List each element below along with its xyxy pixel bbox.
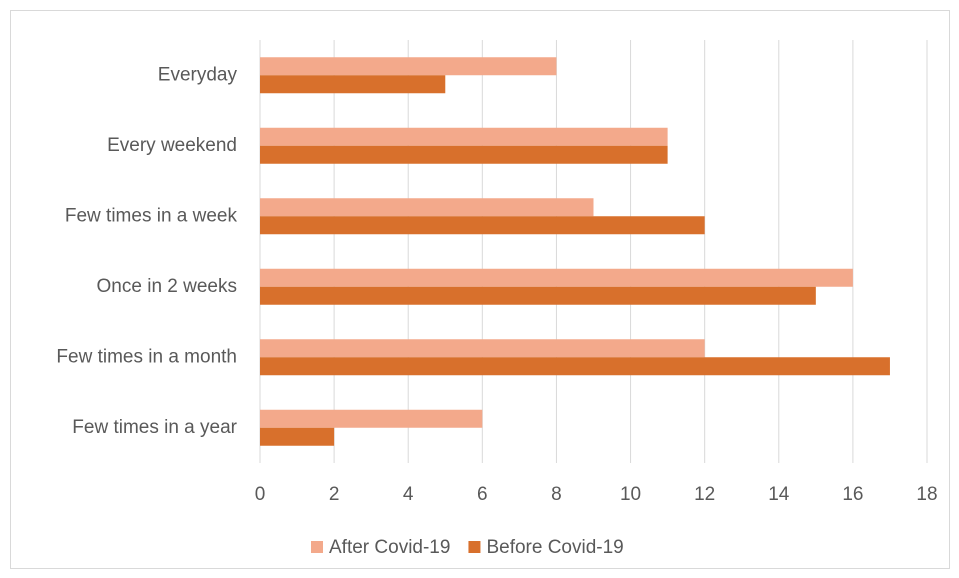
bar (260, 198, 594, 217)
legend-swatch (468, 541, 481, 553)
bar (260, 357, 890, 376)
y-tick-label: Few times in a week (65, 205, 238, 226)
y-tick-label: Everyday (158, 64, 238, 85)
legend-label: After Covid-19 (329, 537, 450, 558)
x-tick-label: 14 (768, 484, 790, 505)
x-tick-label: 18 (916, 484, 937, 505)
y-tick-label: Once in 2 weeks (97, 276, 237, 297)
x-tick-label: 0 (255, 484, 266, 505)
y-tick-label: Every weekend (107, 135, 237, 156)
x-tick-label: 12 (694, 484, 715, 505)
x-tick-label: 16 (842, 484, 863, 505)
x-tick-label: 10 (620, 484, 641, 505)
chart-border (10, 10, 950, 569)
x-tick-label: 6 (477, 484, 488, 505)
legend-label: Before Covid-19 (486, 537, 623, 558)
bar (260, 339, 705, 358)
x-tick-label: 4 (403, 484, 414, 505)
bar (260, 75, 446, 94)
bar (260, 145, 668, 164)
bar (260, 409, 483, 428)
bar (260, 216, 705, 235)
x-tick-label: 2 (329, 484, 340, 505)
legend-swatch (311, 541, 323, 553)
bar (260, 127, 668, 146)
bar (260, 427, 335, 446)
bar (260, 57, 557, 76)
y-tick-label: Few times in a month (56, 346, 237, 367)
bar (260, 286, 816, 305)
x-tick-label: 8 (551, 484, 562, 505)
bar (260, 268, 853, 287)
y-tick-label: Few times in a year (72, 417, 237, 438)
